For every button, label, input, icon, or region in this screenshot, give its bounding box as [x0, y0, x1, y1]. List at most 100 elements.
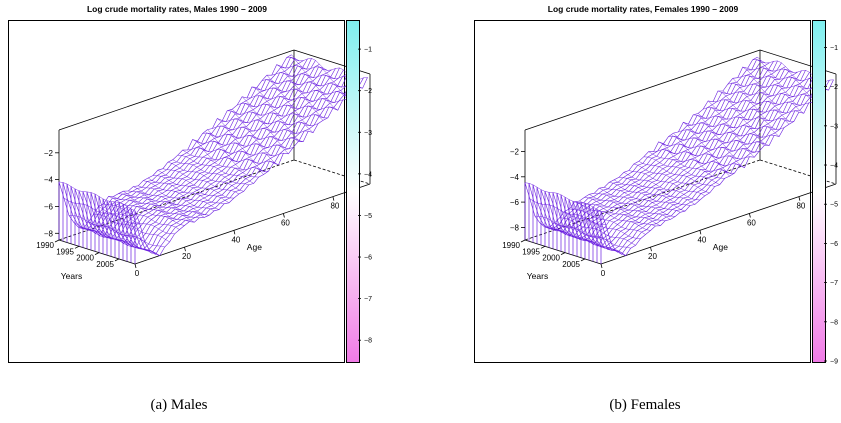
surface-line-age	[658, 141, 735, 174]
surface-line-age	[113, 196, 190, 222]
year-tick-label: 1990	[36, 241, 54, 250]
year-tick-mark	[520, 239, 526, 243]
z-tick-label: −6	[510, 198, 520, 207]
surface-line-age	[742, 66, 819, 98]
surface-line-age	[251, 86, 328, 119]
surface-line-year	[600, 79, 834, 257]
z-tick-label: −8	[510, 223, 520, 232]
surface-line-age	[103, 203, 180, 230]
colorbar-tick-label: −6	[830, 241, 838, 248]
surface-line-year	[66, 59, 300, 232]
surface-line-age	[147, 177, 225, 205]
surface-line-age	[613, 179, 691, 206]
surface-line-age	[559, 217, 636, 246]
year-tick-label: 1995	[522, 247, 540, 256]
age-tick-label: 20	[182, 252, 191, 261]
surface-line-year	[524, 56, 758, 228]
age-tick-mark	[233, 230, 236, 235]
colorbar-tick-label: −7	[364, 296, 372, 303]
year-tick-label: 2005	[562, 260, 580, 269]
surface-line-year	[98, 69, 332, 244]
surface-line-age	[668, 135, 745, 168]
surface-line-age	[524, 182, 602, 212]
surface-line-age	[222, 118, 299, 142]
year-tick-mark	[560, 252, 566, 255]
surface-line-age	[232, 109, 309, 134]
surface-line-year	[536, 62, 770, 233]
year-tick-label: 1995	[56, 247, 74, 256]
surface-line-age	[172, 159, 249, 186]
surface-line-age	[133, 186, 210, 216]
surface-line-year	[568, 70, 802, 245]
colorbar-tick-label: −1	[364, 47, 372, 54]
surface-line-age	[217, 118, 294, 149]
surface-line-age	[594, 192, 671, 220]
surface-line-year	[576, 72, 810, 247]
surface-line-year	[130, 77, 364, 255]
age-tick-mark	[283, 213, 285, 218]
surface-line-age	[633, 163, 710, 194]
plot-area: −2 −4 −6 −8 1990 1995 2000 2005 Years 0 20 40 60 80 Ag…	[8, 20, 371, 363]
box-edge	[58, 239, 136, 265]
surface-line-year	[134, 77, 368, 257]
surface-line-year	[118, 75, 352, 250]
colorbar	[812, 20, 826, 363]
age-tick-label: 60	[747, 219, 756, 228]
surface-line-year	[588, 80, 822, 251]
z-tick-label: −4	[44, 176, 54, 185]
surface-line-age	[118, 193, 195, 223]
chart-title: Log crude mortality rates, Females 1990 …	[547, 4, 739, 14]
surface-line-age	[202, 132, 279, 166]
surface-line-age	[604, 187, 681, 213]
surface-line-age	[227, 110, 304, 142]
surface-mesh	[58, 54, 368, 264]
surface-line-age	[609, 182, 686, 212]
surface-line-year	[560, 70, 794, 241]
z-tick-label: −8	[44, 229, 54, 238]
surface-line-age	[207, 129, 284, 156]
box-edge	[600, 183, 837, 265]
year-tick-label: 1990	[502, 241, 520, 250]
surface-line-age	[108, 196, 185, 226]
year-tick-mark	[94, 252, 100, 255]
year-axis-label: Years	[61, 271, 82, 281]
surface-line-year	[548, 62, 782, 237]
age-tick-label: 0	[135, 269, 140, 278]
surface-line-year	[596, 79, 830, 255]
surface-line-age	[212, 125, 289, 154]
surface-line-year	[584, 78, 818, 249]
age-tick-label: 80	[796, 202, 805, 211]
box-edge	[58, 49, 295, 131]
surface-line-age	[261, 79, 338, 111]
surface-line-age	[589, 194, 666, 221]
surface-line-age	[663, 143, 740, 166]
surface-line-age	[584, 197, 661, 226]
surface-line-age	[276, 64, 353, 96]
surface-line-age	[143, 180, 220, 210]
year-tick-mark	[74, 245, 80, 249]
box-edge	[134, 183, 371, 265]
surface-line-age	[246, 95, 324, 121]
chart-title: Log crude mortality rates, Males 1990 – …	[86, 4, 268, 14]
surface-line-year	[564, 71, 798, 243]
colorbar-ticks: −1 −2 −3 −4 −5 −6 −7 −8 −9	[824, 45, 838, 366]
surface-line-age	[747, 67, 824, 90]
colorbar-tick-label: −3	[830, 123, 838, 130]
colorbar-tick-label: −6	[364, 255, 372, 262]
year-tick-label: 2000	[542, 254, 560, 263]
z-tick-label: −2	[510, 148, 520, 157]
surface-line-age	[157, 169, 234, 199]
age-tick-mark	[650, 247, 652, 252]
colorbar-tick-label: −9	[830, 359, 838, 366]
surface-line-age	[698, 113, 775, 138]
colorbar	[346, 20, 360, 363]
year-tick-label: 2005	[96, 260, 114, 269]
year-tick-mark	[54, 239, 60, 243]
surface-line-year	[592, 81, 826, 253]
surface-line-year	[102, 68, 336, 246]
surface-line-age	[256, 87, 333, 110]
surface-line-age	[688, 122, 765, 146]
surface-line-year	[94, 68, 328, 242]
surface-line-year	[78, 58, 312, 238]
